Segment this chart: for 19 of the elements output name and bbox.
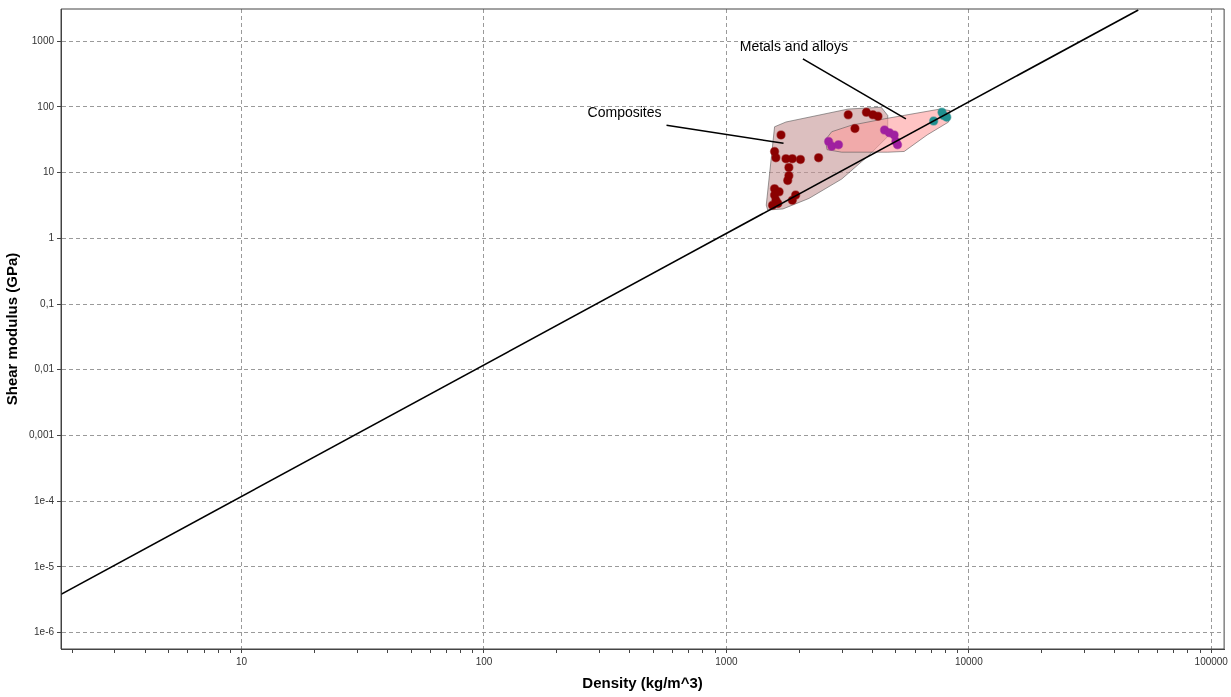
x-tick-label: 100 bbox=[475, 655, 493, 667]
y-tick-label: 0,1 bbox=[40, 297, 55, 309]
annotation: Metals and alloys bbox=[739, 37, 848, 54]
x-tick-label: 100000 bbox=[1194, 655, 1229, 667]
y-tick-label: 1e-4 bbox=[34, 494, 55, 506]
y-tick-label: 1000 bbox=[31, 35, 55, 47]
y-tick-label: 1e-6 bbox=[34, 626, 55, 638]
x-tick-label: 10 bbox=[236, 655, 248, 667]
x-axis-title: Density (kg/m^3) bbox=[582, 674, 703, 692]
y-tick-label: 1 bbox=[48, 232, 55, 244]
y-tick-label: 10 bbox=[42, 166, 55, 178]
x-tick-label: 1000 bbox=[715, 655, 738, 667]
x-tick-label: 10000 bbox=[954, 655, 984, 667]
annotation: Composites bbox=[587, 104, 662, 121]
y-axis-title: Shear modulus (GPa) bbox=[3, 252, 21, 406]
y-tick-label: 1e-5 bbox=[34, 560, 55, 572]
y-tick-label: 100 bbox=[37, 100, 55, 112]
y-tick-label: 0,001 bbox=[28, 429, 55, 441]
y-tick-label: 0,01 bbox=[34, 363, 55, 375]
